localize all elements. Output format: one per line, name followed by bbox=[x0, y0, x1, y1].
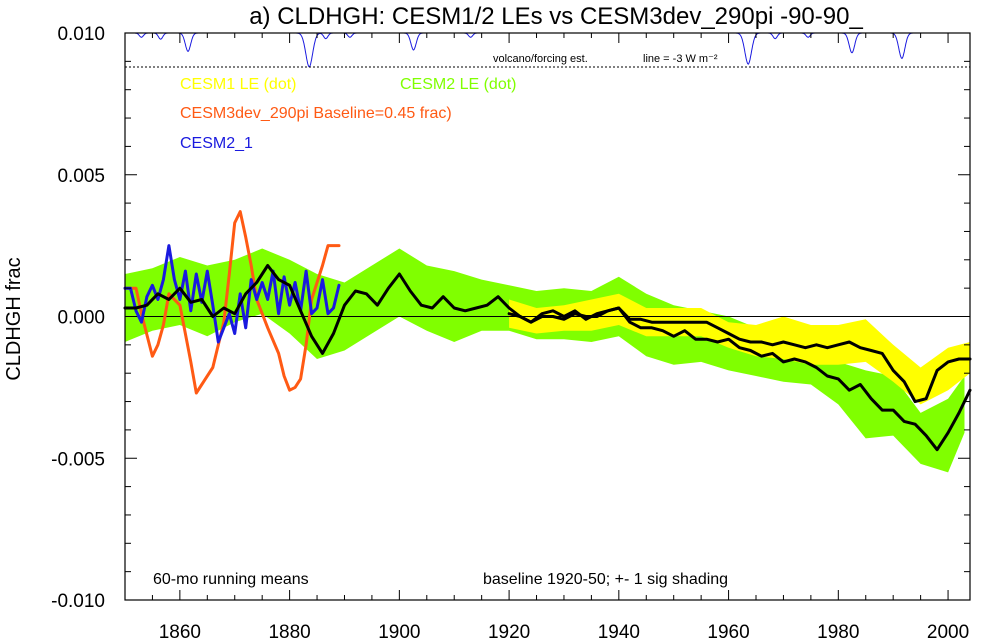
chart-title: a) CLDHGH: CESM1/2 LEs vs CESM3dev_290pi… bbox=[249, 3, 863, 30]
y-tick-label: -0.005 bbox=[51, 449, 105, 470]
x-tick-label: 1880 bbox=[268, 622, 310, 641]
legend-entry: CESM3dev_290pi Baseline=0.45 frac) bbox=[180, 105, 452, 122]
x-tick-label: 1980 bbox=[817, 622, 859, 641]
y-axis-label: CLDHGH frac bbox=[3, 257, 25, 380]
chart-annotations: CESM1 LE (dot) CESM2 LE (dot) CESM3dev_290… bbox=[153, 53, 728, 588]
x-tick-label: 1940 bbox=[598, 622, 640, 641]
series-lines bbox=[123, 210, 972, 452]
x-tick-label: 1860 bbox=[159, 622, 201, 641]
x-tick-label: 1900 bbox=[378, 622, 420, 641]
legend-entry: CESM2 LE (dot) bbox=[400, 76, 516, 93]
volcano-scale-label: line = -3 W m⁻² bbox=[643, 53, 718, 65]
x-tick-label: 2000 bbox=[927, 622, 969, 641]
y-tick-label: 0.005 bbox=[57, 166, 105, 187]
y-tick-label: 0.010 bbox=[57, 24, 105, 45]
x-tick-label: 1920 bbox=[488, 622, 530, 641]
baseline-note: baseline 1920-50; +- 1 sig shading bbox=[483, 571, 728, 588]
y-tick-label: -0.010 bbox=[51, 591, 105, 612]
series-line-cesm2-le-mean bbox=[123, 264, 972, 452]
legend-entry: CESM2_1 bbox=[180, 135, 253, 152]
running-mean-note: 60-mo running means bbox=[153, 571, 309, 588]
volcano-label: volcano/forcing est. bbox=[493, 53, 588, 65]
series-line-cesm1-le-mean bbox=[507, 306, 972, 404]
axis-ticks: 1860 1880 1900 1920 1940 1960 1980 2000 -0.010 -0… bbox=[51, 24, 970, 641]
series-line-cesm3dev-290pi-baseline-0-45-frac bbox=[123, 210, 341, 395]
series-line-cesm2-1 bbox=[123, 244, 341, 344]
y-tick-label: 0.000 bbox=[57, 308, 105, 329]
x-tick-label: 1960 bbox=[707, 622, 749, 641]
legend-entry: CESM1 LE (dot) bbox=[180, 76, 296, 93]
